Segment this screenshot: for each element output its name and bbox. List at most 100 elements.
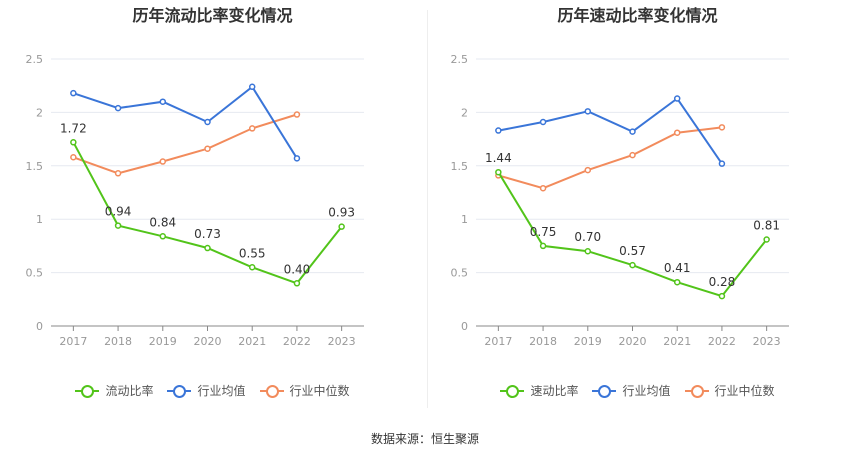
quick-ratio-panel: 历年速动比率变化情况 0 0.5 1 1.5 2 2.5 2017 2018 2019 2020 2… (425, 0, 850, 420)
data-point (584, 108, 592, 115)
data-point (248, 125, 256, 132)
data-point (159, 158, 167, 165)
data-label: 0.75 (530, 225, 557, 239)
data-label: 1.72 (60, 121, 87, 135)
y-tick-label: 0.5 (26, 267, 44, 280)
legend-item[interactable]: 行业均值 (592, 382, 671, 399)
data-label: 0.41 (664, 261, 691, 275)
data-point (204, 244, 211, 252)
data-label: 0.81 (753, 218, 780, 232)
data-label: 0.28 (709, 275, 736, 289)
data-point (718, 124, 726, 131)
y-tick-label: 2 (36, 106, 43, 119)
x-tick-label: 2017 (59, 335, 87, 348)
series-line (73, 85, 298, 159)
data-point (114, 104, 122, 112)
chart-legend: 流动比率 行业均值 行业中位数 (0, 382, 425, 399)
legend-item[interactable]: 行业中位数 (684, 382, 775, 399)
x-tick-label: 2017 (484, 335, 512, 348)
x-tick-label: 2021 (663, 335, 691, 348)
x-tick-label: 2018 (104, 335, 132, 348)
data-point (204, 145, 211, 152)
y-tick-label: 1.5 (26, 160, 44, 173)
data-point (70, 139, 77, 146)
y-tick-label: 2.5 (26, 53, 44, 66)
y-tick-label: 0 (461, 320, 468, 333)
data-point (495, 127, 502, 134)
x-tick-label: 2018 (529, 335, 557, 348)
data-label: 0.40 (284, 262, 311, 276)
legend-label: 行业中位数 (289, 384, 350, 398)
series-line (498, 97, 723, 165)
data-point (204, 118, 211, 126)
chart-title: 历年流动比率变化情况 (132, 6, 293, 25)
x-tick-label: 2022 (708, 335, 736, 348)
x-tick-label: 2023 (328, 335, 356, 348)
x-tick-label: 2020 (194, 335, 222, 348)
data-point (629, 261, 636, 269)
data-point (248, 264, 256, 271)
data-source-note: 数据来源：恒生聚源 (370, 432, 479, 446)
data-point (70, 89, 77, 97)
y-tick-label: 0.5 (451, 267, 469, 280)
chart-title: 历年速动比率变化情况 (557, 6, 718, 25)
legend-marker-icon (259, 384, 284, 398)
y-tick-label: 1.5 (451, 160, 469, 173)
data-label: 0.73 (194, 227, 221, 241)
data-point (629, 151, 636, 159)
data-point (539, 242, 547, 250)
legend-item[interactable]: 行业中位数 (259, 382, 350, 399)
series-line (73, 113, 298, 175)
legend-marker-icon (592, 384, 617, 398)
legend-item[interactable]: 流动比率 (75, 382, 153, 399)
data-label: 0.70 (574, 230, 601, 244)
panel-divider (427, 10, 428, 408)
data-point (539, 118, 547, 126)
legend-label: 流动比率 (105, 384, 154, 398)
data-point (293, 111, 301, 118)
legend-marker-icon (167, 384, 192, 398)
data-point (248, 83, 256, 91)
x-tick-label: 2019 (574, 335, 602, 348)
legend-item[interactable]: 速动比率 (500, 382, 578, 399)
y-tick-label: 1 (36, 213, 43, 226)
data-label: 0.84 (149, 215, 176, 229)
legend-marker-icon (500, 384, 525, 398)
data-label: 0.55 (239, 246, 266, 260)
data-point (70, 154, 77, 161)
chart-legend: 速动比率 行业均值 行业中位数 (425, 382, 850, 399)
legend-marker-icon (684, 384, 709, 398)
data-point (584, 247, 592, 255)
legend-marker-icon (75, 384, 100, 398)
x-tick-label: 2021 (238, 335, 266, 348)
series-line (498, 126, 723, 190)
data-label: 0.93 (328, 206, 355, 220)
data-point (673, 95, 681, 102)
data-point (293, 155, 301, 162)
x-tick-label: 2022 (283, 335, 311, 348)
y-tick-label: 2.5 (451, 53, 469, 66)
y-tick-label: 2 (461, 106, 468, 119)
data-point (718, 160, 726, 167)
legend-label: 行业中位数 (714, 384, 775, 398)
y-tick-label: 0 (36, 320, 43, 333)
data-point (763, 236, 770, 243)
legend-label: 速动比率 (530, 384, 579, 398)
quick-ratio-chart: 0 0.5 1 1.5 2 2.5 2017 2018 2019 2020 2021 2022 2023… (451, 53, 789, 348)
data-point (159, 233, 167, 240)
data-point (159, 98, 167, 105)
y-tick-label: 1 (461, 213, 468, 226)
legend-label: 行业均值 (622, 384, 671, 398)
x-tick-label: 2020 (619, 335, 647, 348)
data-point (718, 292, 726, 300)
data-point (495, 168, 502, 176)
data-point (629, 128, 636, 135)
x-tick-label: 2019 (149, 335, 177, 348)
data-point (114, 170, 122, 177)
data-point (673, 129, 681, 136)
data-label: 1.44 (485, 151, 512, 165)
current-ratio-chart: 0 0.5 1 1.5 2 2.5 2017 2018 2019 2020 2021 2022 2023… (26, 53, 364, 348)
legend-item[interactable]: 行业均值 (167, 382, 246, 399)
data-label: 0.94 (105, 205, 132, 219)
legend-label: 行业均值 (197, 384, 246, 398)
